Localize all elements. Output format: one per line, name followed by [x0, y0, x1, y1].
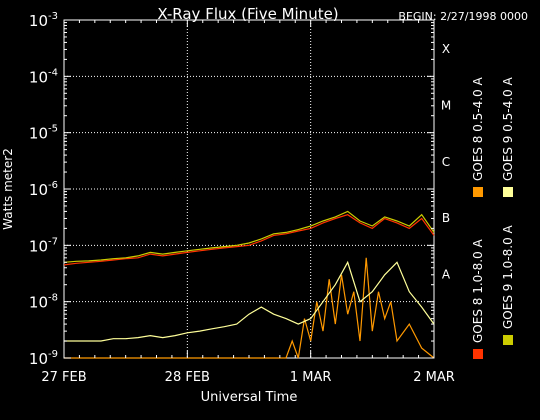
- legend-label: GOES 9 1.0-8.0 A: [501, 224, 515, 329]
- series-line: [63, 214, 435, 266]
- legend-label: GOES 8 0.5-4.0 A: [471, 76, 485, 181]
- legend-swatch: [503, 335, 513, 345]
- y-tick-label: 10-6: [29, 180, 58, 199]
- legend-label: GOES 8 1.0-8.0 A: [471, 238, 485, 343]
- y-tick-label: 10-3: [29, 11, 58, 30]
- flare-class-label: B: [442, 211, 450, 225]
- y-tick-label: 10-8: [29, 293, 58, 312]
- chart-title: X-Ray Flux (Five Minute): [157, 5, 338, 23]
- y-axis-label: Watts meter2: [1, 148, 15, 230]
- legend-swatch: [473, 187, 483, 197]
- y-tick-label: 10-9: [29, 349, 58, 368]
- begin-date-label: BEGIN: 2/27/1998 0000: [398, 10, 528, 23]
- y-tick-label: 10-4: [29, 67, 58, 86]
- axes: 10-9 10-8 10-7 10-6 10-5 10-4 10-3 27 FEB 28 FEB…: [29, 11, 455, 385]
- series-line: [64, 257, 435, 359]
- legend-label: GOES 9 0.5-4.0 A: [501, 76, 515, 181]
- flare-class-label: C: [442, 155, 450, 169]
- x-tick-label: 2 MAR: [413, 370, 455, 385]
- grid-lines: [64, 20, 434, 358]
- y-tick-label: 10-5: [29, 124, 58, 143]
- flare-class-label: X: [442, 42, 450, 56]
- y-tick-label: 10-7: [29, 236, 58, 255]
- legend-swatch: [503, 187, 513, 197]
- flare-class-label: M: [441, 99, 451, 113]
- series-line: [63, 210, 435, 263]
- series-group: [63, 210, 435, 359]
- series-line: [64, 260, 435, 342]
- x-tick-label: 1 MAR: [290, 370, 332, 385]
- legend: GOES 8 1.0-8.0 A GOES 8 0.5-4.0 A GOES 9 1…: [471, 76, 515, 359]
- x-axis-label: Universal Time: [201, 390, 298, 405]
- x-tick-label: 28 FEB: [165, 370, 210, 385]
- x-tick-label: 27 FEB: [41, 370, 86, 385]
- legend-swatch: [473, 349, 483, 359]
- flare-class-label: A: [442, 268, 451, 282]
